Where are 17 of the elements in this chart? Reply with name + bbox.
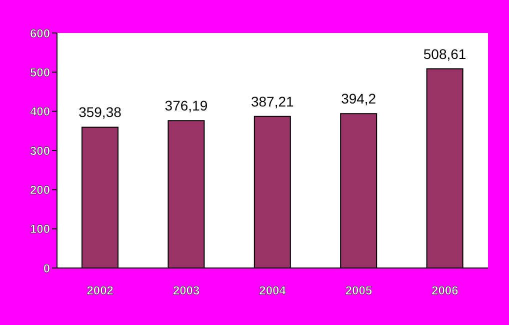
data-label: 376,19 [164, 98, 208, 114]
x-tick-label: 2003 [172, 284, 200, 298]
y-tick-label: 200 [30, 182, 50, 197]
y-tick-label: 300 [30, 144, 50, 158]
y-tick-label: 0 [43, 261, 50, 276]
x-tick-label: 2004 [259, 284, 286, 298]
y-tick-label: 600 [30, 26, 50, 40]
y-tick-label: 500 [30, 65, 50, 80]
y-tick-label: 100 [30, 222, 50, 236]
data-label: 387,21 [250, 93, 294, 110]
y-tick-label: 400 [30, 104, 50, 119]
data-label: 508,61 [423, 46, 466, 62]
x-tick-label: 2002 [86, 284, 114, 298]
x-tick-label: 2006 [432, 284, 459, 298]
data-label: 359,38 [78, 104, 122, 120]
x-tick-label: 2005 [345, 284, 372, 298]
data-label: 394,2 [341, 90, 376, 107]
